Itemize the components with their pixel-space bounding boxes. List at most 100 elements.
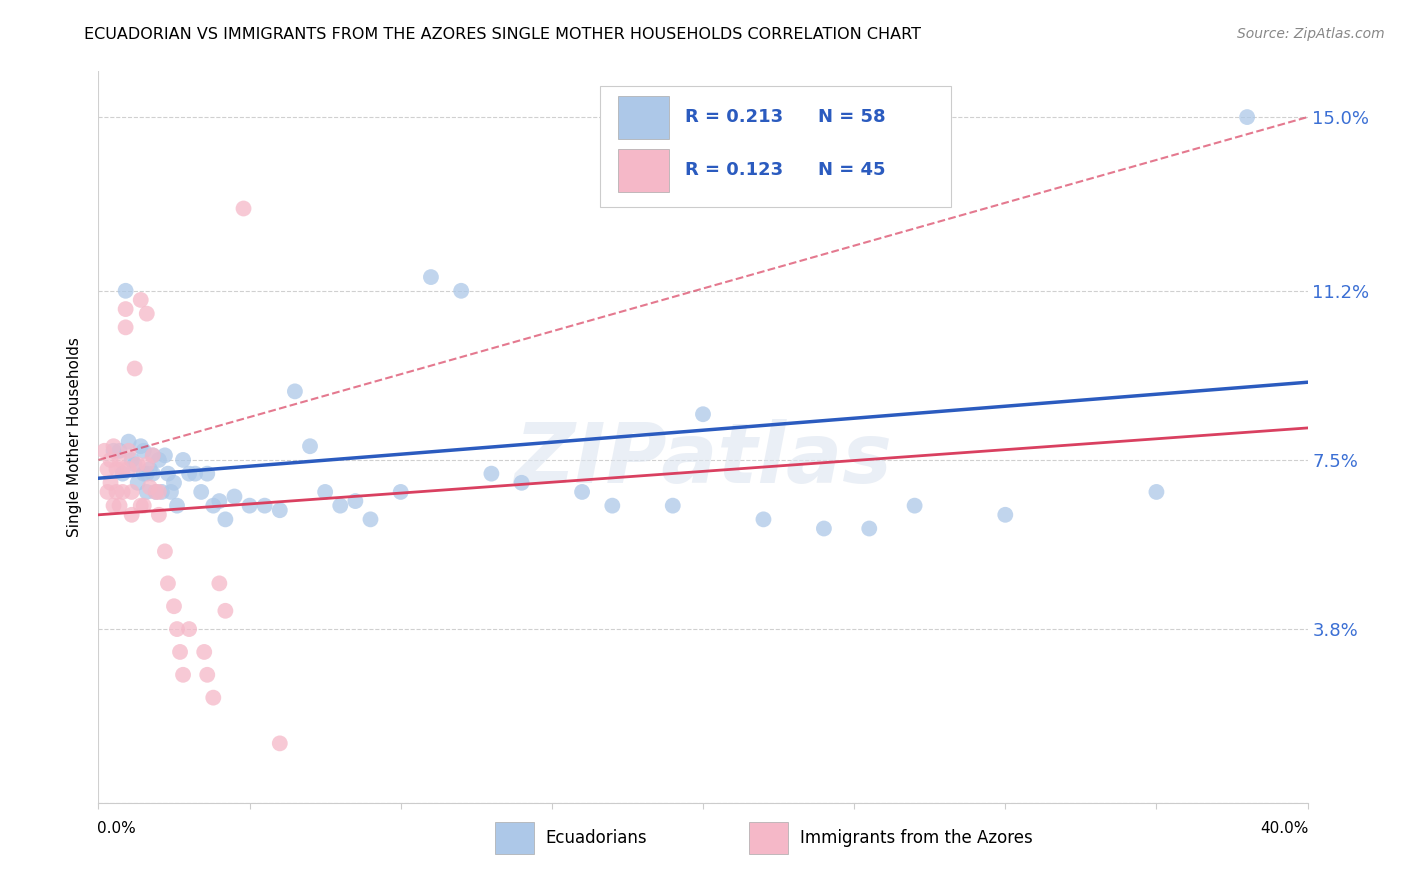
Point: [129, 499, 152, 513]
Point: [904, 499, 927, 513]
Point: [129, 439, 152, 453]
Point: [150, 485, 173, 500]
Point: [214, 604, 236, 618]
Point: [193, 645, 215, 659]
Text: Source: ZipAtlas.com: Source: ZipAtlas.com: [1237, 27, 1385, 41]
Point: [420, 270, 443, 285]
Point: [202, 499, 225, 513]
Point: [166, 622, 188, 636]
Point: [163, 475, 186, 490]
Point: [224, 490, 246, 504]
Point: [108, 499, 131, 513]
Point: [108, 443, 131, 458]
Point: [1144, 485, 1167, 500]
Point: [103, 443, 125, 458]
Text: Immigrants from the Azores: Immigrants from the Azores: [800, 829, 1032, 847]
Point: [103, 499, 125, 513]
Point: [156, 576, 179, 591]
Point: [118, 462, 141, 476]
Point: [139, 480, 162, 494]
Point: [127, 475, 149, 490]
Point: [481, 467, 503, 481]
Point: [752, 512, 775, 526]
FancyBboxPatch shape: [749, 822, 787, 854]
Point: [179, 467, 201, 481]
Point: [1236, 110, 1258, 124]
Text: N = 58: N = 58: [818, 109, 886, 127]
Point: [127, 458, 149, 472]
Point: [111, 485, 134, 500]
Point: [132, 467, 155, 481]
Point: [129, 293, 152, 307]
Point: [135, 467, 157, 481]
Point: [121, 453, 143, 467]
Point: [153, 544, 176, 558]
FancyBboxPatch shape: [619, 95, 669, 139]
Y-axis label: Single Mother Households: Single Mother Households: [67, 337, 83, 537]
Point: [450, 284, 472, 298]
Point: [100, 475, 122, 490]
Point: [145, 485, 167, 500]
Point: [132, 499, 155, 513]
Point: [389, 485, 412, 500]
Point: [172, 667, 194, 681]
Point: [344, 494, 367, 508]
Text: R = 0.123: R = 0.123: [685, 161, 783, 179]
Point: [661, 499, 683, 513]
Point: [96, 462, 118, 476]
Point: [139, 462, 162, 476]
Point: [100, 453, 122, 467]
Point: [195, 667, 218, 681]
Point: [284, 384, 307, 399]
Text: 40.0%: 40.0%: [1260, 821, 1309, 836]
Text: ZIPatlas: ZIPatlas: [515, 418, 891, 500]
Point: [202, 690, 225, 705]
Text: 0.0%: 0.0%: [97, 821, 136, 836]
Point: [169, 645, 191, 659]
Point: [118, 434, 141, 449]
Point: [153, 449, 176, 463]
Point: [813, 521, 835, 535]
Text: Ecuadorians: Ecuadorians: [546, 829, 647, 847]
Point: [190, 485, 212, 500]
Point: [571, 485, 593, 500]
Point: [692, 407, 714, 421]
Point: [253, 499, 276, 513]
Point: [135, 307, 157, 321]
Point: [103, 439, 125, 453]
Point: [148, 453, 170, 467]
Point: [329, 499, 352, 513]
Point: [602, 499, 624, 513]
Point: [360, 512, 382, 526]
Point: [214, 512, 236, 526]
Point: [148, 508, 170, 522]
Point: [142, 467, 165, 481]
Point: [510, 475, 533, 490]
Point: [142, 449, 165, 463]
FancyBboxPatch shape: [619, 149, 669, 192]
Point: [239, 499, 262, 513]
FancyBboxPatch shape: [600, 86, 950, 207]
Text: ECUADORIAN VS IMMIGRANTS FROM THE AZORES SINGLE MOTHER HOUSEHOLDS CORRELATION CH: ECUADORIAN VS IMMIGRANTS FROM THE AZORES…: [84, 27, 921, 42]
Text: R = 0.213: R = 0.213: [685, 109, 783, 127]
Point: [269, 503, 291, 517]
Point: [121, 508, 143, 522]
Point: [163, 599, 186, 614]
Point: [156, 467, 179, 481]
Point: [111, 462, 134, 476]
Point: [114, 320, 136, 334]
Point: [135, 485, 157, 500]
Point: [314, 485, 336, 500]
Point: [142, 449, 165, 463]
Point: [269, 736, 291, 750]
Point: [858, 521, 880, 535]
Point: [299, 439, 322, 453]
Point: [184, 467, 207, 481]
Point: [118, 443, 141, 458]
Point: [160, 485, 183, 500]
Point: [124, 458, 146, 472]
Point: [195, 467, 218, 481]
Point: [145, 485, 167, 500]
Point: [96, 485, 118, 500]
Point: [105, 485, 128, 500]
